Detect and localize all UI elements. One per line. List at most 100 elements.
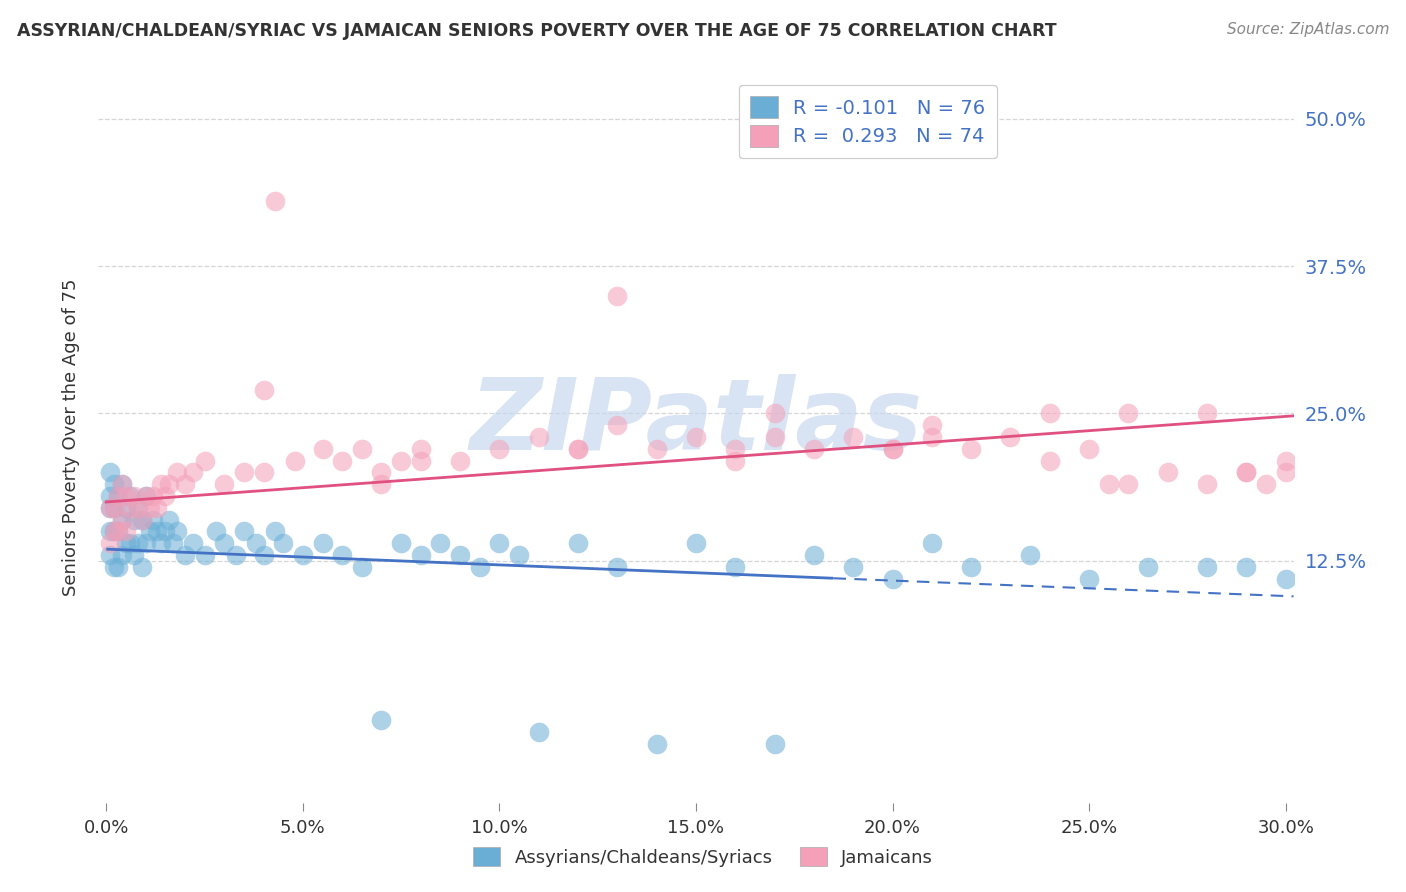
Point — [645, 442, 668, 456]
Text: ZIPatlas: ZIPatlas — [470, 374, 922, 471]
Point — [488, 442, 510, 456]
Point — [803, 548, 825, 562]
Point — [370, 466, 392, 480]
Point — [606, 418, 628, 433]
Point — [138, 524, 160, 539]
Point — [127, 500, 149, 515]
Point — [131, 513, 153, 527]
Point — [103, 500, 125, 515]
Point — [409, 453, 432, 467]
Point — [142, 489, 165, 503]
Point — [98, 500, 121, 515]
Point — [150, 477, 173, 491]
Point — [111, 477, 134, 491]
Point — [1274, 453, 1296, 467]
Point — [724, 559, 747, 574]
Point — [252, 383, 274, 397]
Point — [429, 536, 451, 550]
Point — [606, 288, 628, 302]
Point — [111, 548, 134, 562]
Point — [508, 548, 530, 562]
Point — [1195, 407, 1218, 421]
Point — [166, 524, 188, 539]
Point — [107, 489, 129, 503]
Point — [1019, 548, 1042, 562]
Point — [921, 536, 943, 550]
Point — [193, 548, 215, 562]
Point — [135, 489, 157, 503]
Point — [232, 466, 254, 480]
Point — [1137, 559, 1160, 574]
Point — [468, 559, 491, 574]
Point — [103, 559, 125, 574]
Point — [264, 194, 287, 208]
Text: Source: ZipAtlas.com: Source: ZipAtlas.com — [1226, 22, 1389, 37]
Point — [291, 548, 314, 562]
Y-axis label: Seniors Poverty Over the Age of 75: Seniors Poverty Over the Age of 75 — [62, 278, 80, 596]
Point — [449, 453, 471, 467]
Point — [118, 536, 141, 550]
Point — [245, 536, 267, 550]
Point — [115, 500, 138, 515]
Point — [1234, 466, 1257, 480]
Point — [350, 442, 373, 456]
Point — [803, 442, 825, 456]
Point — [1098, 477, 1121, 491]
Legend: R = -0.101   N = 76, R =  0.293   N = 74: R = -0.101 N = 76, R = 0.293 N = 74 — [738, 85, 997, 158]
Point — [166, 466, 188, 480]
Point — [724, 453, 747, 467]
Point — [1118, 407, 1140, 421]
Point — [882, 572, 904, 586]
Point — [389, 453, 412, 467]
Point — [1078, 572, 1101, 586]
Point — [131, 559, 153, 574]
Point — [103, 524, 125, 539]
Point — [1078, 442, 1101, 456]
Point — [330, 548, 353, 562]
Point — [193, 453, 215, 467]
Point — [685, 536, 707, 550]
Point — [1274, 466, 1296, 480]
Point — [146, 524, 169, 539]
Point — [122, 548, 145, 562]
Point — [155, 489, 177, 503]
Point — [311, 536, 333, 550]
Point — [921, 418, 943, 433]
Point — [882, 442, 904, 456]
Point — [527, 430, 550, 444]
Point — [127, 500, 149, 515]
Point — [567, 442, 589, 456]
Point — [252, 466, 274, 480]
Point — [252, 548, 274, 562]
Point — [111, 477, 134, 491]
Point — [685, 430, 707, 444]
Point — [205, 524, 228, 539]
Point — [150, 536, 173, 550]
Point — [122, 489, 145, 503]
Point — [115, 489, 138, 503]
Point — [724, 442, 747, 456]
Point — [118, 500, 141, 515]
Point — [527, 725, 550, 739]
Point — [409, 442, 432, 456]
Point — [645, 737, 668, 751]
Point — [1254, 477, 1277, 491]
Point — [264, 524, 287, 539]
Point — [311, 442, 333, 456]
Point — [842, 559, 865, 574]
Point — [271, 536, 294, 550]
Point — [157, 513, 180, 527]
Point — [155, 524, 177, 539]
Point — [409, 548, 432, 562]
Point — [1039, 407, 1062, 421]
Point — [1039, 453, 1062, 467]
Point — [181, 466, 204, 480]
Point — [107, 559, 129, 574]
Point — [763, 407, 786, 421]
Point — [763, 737, 786, 751]
Point — [389, 536, 412, 550]
Point — [127, 536, 149, 550]
Point — [1274, 572, 1296, 586]
Point — [98, 548, 121, 562]
Point — [1195, 559, 1218, 574]
